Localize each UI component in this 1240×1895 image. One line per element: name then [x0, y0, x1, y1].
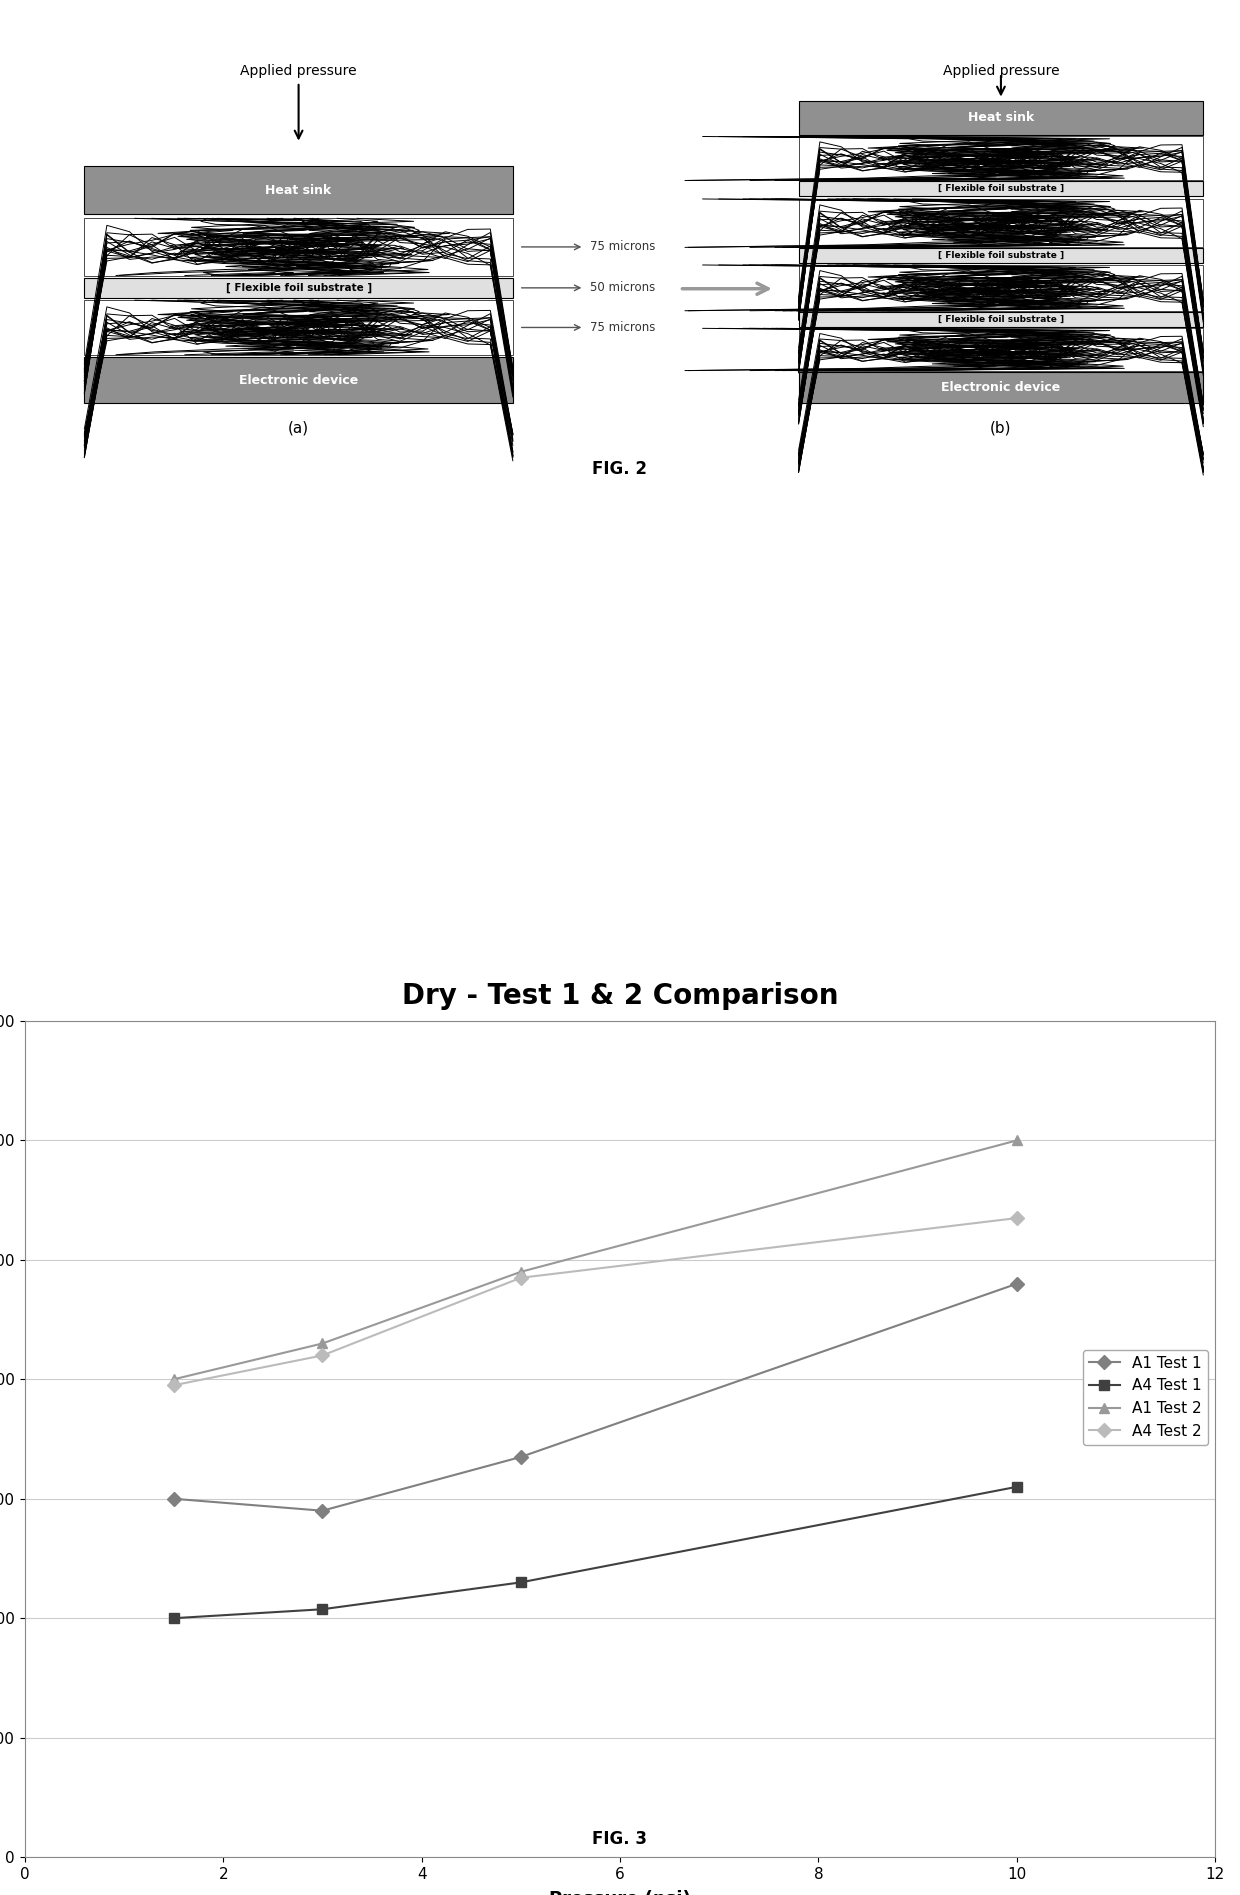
Text: (b): (b) — [991, 421, 1012, 436]
FancyBboxPatch shape — [799, 371, 1203, 404]
Text: [ Flexible foil substrate ]: [ Flexible foil substrate ] — [937, 252, 1064, 260]
A4 Test 1 — [166, 1607, 181, 1630]
A4 Test 2 — [166, 1374, 181, 1397]
FancyBboxPatch shape — [84, 165, 513, 214]
A1 Test 1 — [1009, 1272, 1024, 1294]
A4 Test 2 — [513, 1266, 528, 1289]
Bar — [799, 328, 1203, 371]
Text: (a): (a) — [288, 421, 309, 436]
Bar — [799, 199, 1203, 248]
A4 Test 2 — [315, 1344, 330, 1366]
A1 Test 2 — [513, 1260, 528, 1283]
Bar — [799, 265, 1203, 311]
Line: A1 Test 1: A1 Test 1 — [169, 1279, 1022, 1516]
Bar — [799, 265, 1203, 311]
Text: [ Flexible foil substrate ]: [ Flexible foil substrate ] — [226, 282, 372, 294]
Line: A1 Test 2: A1 Test 2 — [169, 1135, 1022, 1383]
A4 Test 1 — [513, 1571, 528, 1594]
Bar — [799, 136, 1203, 180]
A4 Test 1 — [315, 1597, 330, 1620]
Bar — [84, 218, 513, 275]
Bar — [799, 199, 1203, 248]
FancyBboxPatch shape — [799, 100, 1203, 135]
Text: FIG. 3: FIG. 3 — [593, 1831, 647, 1848]
Bar — [799, 136, 1203, 180]
A4 Test 1 — [1009, 1476, 1024, 1499]
A1 Test 2 — [315, 1332, 330, 1355]
Text: Heat sink: Heat sink — [967, 112, 1034, 125]
FancyBboxPatch shape — [84, 279, 513, 298]
Text: Electronic device: Electronic device — [941, 381, 1060, 394]
Text: Applied pressure: Applied pressure — [942, 64, 1059, 78]
Bar — [799, 328, 1203, 371]
FancyBboxPatch shape — [84, 358, 513, 404]
Bar — [84, 218, 513, 275]
Text: [ Flexible foil substrate ]: [ Flexible foil substrate ] — [937, 184, 1064, 193]
A4 Test 2 — [1009, 1207, 1024, 1230]
Text: 50 microns: 50 microns — [590, 280, 656, 294]
Text: Heat sink: Heat sink — [265, 184, 332, 197]
Line: A4 Test 2: A4 Test 2 — [169, 1213, 1022, 1391]
FancyBboxPatch shape — [799, 311, 1203, 326]
Line: A4 Test 1: A4 Test 1 — [169, 1482, 1022, 1624]
X-axis label: Pressure (psi): Pressure (psi) — [549, 1889, 691, 1895]
Bar — [84, 299, 513, 354]
Legend: A1 Test 1, A4 Test 1, A1 Test 2, A4 Test 2: A1 Test 1, A4 Test 1, A1 Test 2, A4 Test… — [1083, 1349, 1208, 1444]
A1 Test 1 — [166, 1488, 181, 1510]
Text: 75 microns: 75 microns — [590, 241, 656, 254]
A1 Test 1 — [513, 1446, 528, 1469]
A1 Test 2 — [1009, 1129, 1024, 1152]
FancyBboxPatch shape — [799, 182, 1203, 197]
Text: [ Flexible foil substrate ]: [ Flexible foil substrate ] — [937, 315, 1064, 324]
Text: Electronic device: Electronic device — [239, 373, 358, 387]
A1 Test 2 — [166, 1368, 181, 1391]
FancyBboxPatch shape — [799, 248, 1203, 263]
Text: FIG. 2: FIG. 2 — [593, 460, 647, 478]
A1 Test 1 — [315, 1499, 330, 1522]
Text: Applied pressure: Applied pressure — [241, 64, 357, 78]
Title: Dry - Test 1 & 2 Comparison: Dry - Test 1 & 2 Comparison — [402, 982, 838, 1010]
Text: 75 microns: 75 microns — [590, 320, 656, 334]
Bar — [84, 299, 513, 354]
